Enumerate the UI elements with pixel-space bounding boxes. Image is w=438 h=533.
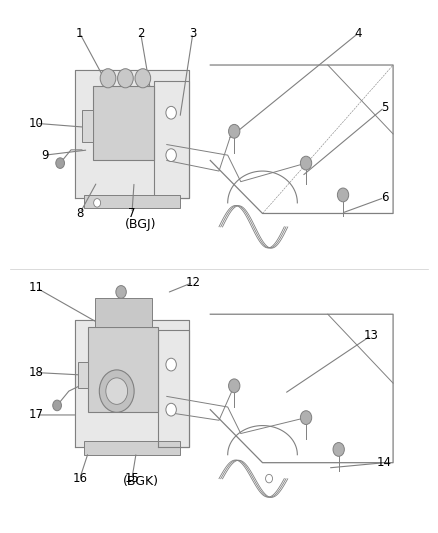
Circle shape xyxy=(116,286,126,298)
Circle shape xyxy=(53,400,61,411)
Circle shape xyxy=(229,124,240,138)
Text: 9: 9 xyxy=(41,149,49,161)
Text: 14: 14 xyxy=(377,456,392,469)
Text: 7: 7 xyxy=(128,207,136,220)
Text: 11: 11 xyxy=(29,281,44,294)
Text: (BGJ): (BGJ) xyxy=(125,217,156,231)
Circle shape xyxy=(100,69,116,88)
Circle shape xyxy=(166,149,177,161)
Polygon shape xyxy=(75,70,188,198)
Text: 17: 17 xyxy=(29,408,44,422)
Text: 15: 15 xyxy=(124,472,139,485)
Circle shape xyxy=(300,156,312,170)
Text: 2: 2 xyxy=(137,27,145,39)
Text: 4: 4 xyxy=(354,27,362,39)
Text: 8: 8 xyxy=(76,207,83,220)
Circle shape xyxy=(166,358,177,371)
Circle shape xyxy=(106,378,127,405)
Bar xyxy=(82,110,93,142)
Bar xyxy=(78,362,88,389)
Circle shape xyxy=(265,474,272,483)
Text: 1: 1 xyxy=(76,27,84,39)
Circle shape xyxy=(166,107,177,119)
Bar xyxy=(88,327,158,413)
Text: 6: 6 xyxy=(381,191,388,204)
Circle shape xyxy=(166,403,177,416)
Bar xyxy=(95,298,152,327)
Polygon shape xyxy=(75,319,188,447)
Text: 5: 5 xyxy=(381,101,388,114)
Text: 13: 13 xyxy=(364,329,379,342)
Circle shape xyxy=(135,69,151,88)
Bar xyxy=(84,441,180,455)
Bar xyxy=(84,195,180,208)
Text: 18: 18 xyxy=(29,366,44,379)
Circle shape xyxy=(99,370,134,413)
Text: (BGK): (BGK) xyxy=(123,475,159,488)
Text: 12: 12 xyxy=(185,276,201,289)
Circle shape xyxy=(56,158,64,168)
Text: 3: 3 xyxy=(189,27,197,39)
Circle shape xyxy=(94,199,101,207)
Circle shape xyxy=(117,69,133,88)
Circle shape xyxy=(333,442,344,456)
Text: 16: 16 xyxy=(72,472,87,485)
Circle shape xyxy=(337,188,349,202)
Text: 10: 10 xyxy=(29,117,44,130)
Bar xyxy=(93,86,154,160)
Circle shape xyxy=(300,411,312,424)
Circle shape xyxy=(229,379,240,393)
